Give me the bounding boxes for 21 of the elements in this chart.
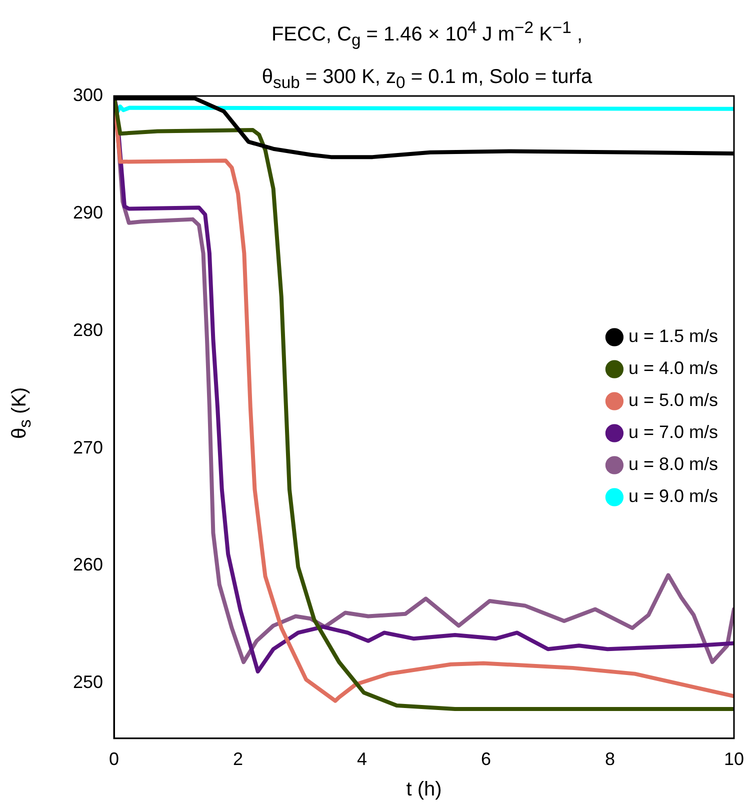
x-tick-label: 0 (108, 749, 120, 770)
legend-label: u = 1.5 m/s (628, 326, 718, 346)
chart-subtitle: θ$_{sub}$ = 300 K, z$_{0}$ = 0.1 m, Solo = turfa (262, 66, 592, 92)
legend-label: u = 4.0 m/s (628, 358, 718, 378)
x-tick-label: 4 (356, 749, 368, 770)
y-tick-label: 290 (72, 202, 103, 222)
chart-title: FECC, C$_{g}$ = 1.46 × 10$^{4}$ J m$^{−2}$ K$^{−1}$ , (271, 18, 583, 50)
x-tick-label: 2 (232, 749, 244, 770)
y-tick-label: 250 (72, 672, 103, 692)
y-tick-label: 270 (72, 437, 103, 458)
x-tick-label: 10 (724, 749, 744, 770)
x-tick-label: 8 (604, 749, 615, 770)
y-tick-label: 280 (72, 320, 103, 340)
legend-label: u = 5.0 m/s (628, 390, 718, 410)
legend-label: u = 9.0 m/s (628, 486, 718, 506)
x-axis-title: t (h) (406, 778, 442, 801)
y-tick-label: 260 (72, 554, 103, 575)
y-tick-label: 300 (72, 84, 103, 105)
legend-label: u = 8.0 m/s (628, 454, 718, 474)
legend-label: u = 7.0 m/s (628, 422, 718, 442)
x-tick-label: 6 (480, 749, 491, 770)
